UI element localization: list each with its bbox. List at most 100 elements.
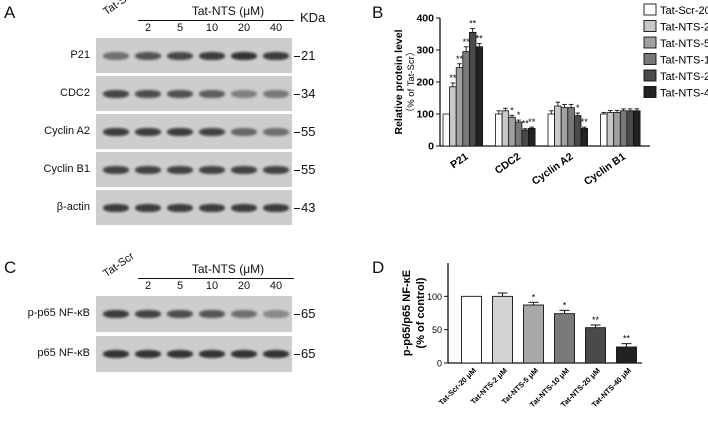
lane-label: 5 (176, 22, 184, 34)
legend-label: Tat-Scr-20 μM (660, 5, 708, 17)
y-tick-label: 100 (427, 292, 442, 302)
bar (567, 107, 575, 147)
significance-mark: ** (469, 19, 477, 29)
legend-swatch (643, 3, 657, 16)
blot-band (263, 127, 289, 136)
blot-band (167, 310, 193, 318)
blot-band (231, 51, 257, 60)
mw-tick (294, 131, 300, 133)
mw-tick (294, 354, 300, 355)
blot-band (199, 165, 225, 174)
blot-band (199, 89, 225, 98)
blot-band (135, 310, 161, 318)
panel-b-letter: B (372, 3, 384, 22)
category-label: P21 (448, 151, 470, 172)
blot-band (103, 51, 129, 60)
blot-band (167, 89, 193, 98)
bar (626, 110, 634, 147)
lane-label: 2 (144, 280, 152, 292)
lane-label: 20 (237, 22, 251, 34)
blot-label: p65 NF-κB (37, 347, 90, 359)
bar (613, 112, 621, 147)
legend-swatch (643, 36, 657, 49)
mw-tick (294, 93, 300, 95)
significance-mark: ** (476, 34, 484, 44)
legend-swatch (643, 86, 657, 98)
mw-label: 55 (301, 161, 316, 177)
blot-band (263, 310, 289, 318)
blot-band (199, 51, 225, 60)
blot-band (167, 127, 193, 136)
blot-image (96, 296, 292, 332)
legend-swatch (643, 53, 657, 65)
bar (492, 295, 513, 364)
significance-mark: * (532, 292, 536, 302)
blot-band (167, 203, 193, 212)
significance-mark: ** (456, 54, 464, 64)
mw-label: 21 (301, 47, 316, 63)
blot-band (167, 165, 193, 174)
blot-label: p-p65 NF-κB (27, 307, 90, 319)
panel-a-scr-label: Tat-Scr (101, 0, 137, 18)
mw-tick (294, 169, 300, 171)
blot-image (96, 114, 292, 149)
blot-band (263, 89, 289, 98)
blot-image (96, 336, 292, 372)
panel-a-letter: A (4, 3, 16, 22)
blot-band (135, 127, 161, 136)
category-label: CDC2 (493, 151, 523, 177)
bar (501, 110, 510, 147)
panel-c-group-line (138, 278, 294, 279)
lane-label: 5 (176, 280, 184, 292)
blot-band (135, 89, 161, 98)
blot-band (263, 165, 289, 174)
mw-label: 65 (301, 306, 316, 321)
blot-band (135, 165, 161, 174)
bar (606, 112, 615, 147)
legend-label: Tat-NTS-40 μM (660, 88, 708, 100)
y-tick-label: 0 (437, 359, 442, 369)
legend-swatch (643, 20, 657, 32)
bar (455, 67, 464, 147)
blot-band (231, 127, 257, 136)
legend-swatch (643, 69, 657, 82)
blot-band (103, 310, 129, 318)
significance-mark: ** (449, 73, 457, 83)
mw-label: 43 (301, 199, 316, 215)
bar (600, 113, 608, 147)
significance-mark: * (510, 105, 514, 115)
y-tick-label: 100 (416, 109, 434, 121)
y-tick-label: 300 (416, 45, 434, 57)
lane-label: 10 (205, 280, 219, 292)
blot-band (231, 89, 257, 98)
y-tick-label: 400 (416, 13, 434, 25)
blot-label: CDC2 (60, 86, 90, 99)
significance-mark: ** (623, 334, 631, 344)
y-tick-label: 200 (416, 77, 434, 89)
blot-band (231, 203, 257, 212)
y-tick-label: 0 (428, 141, 434, 153)
panel-c-group-label: Tat-NTS (μM) (191, 262, 265, 276)
significance-mark: ** (522, 119, 530, 129)
significance-mark: * (576, 103, 580, 113)
mw-label: 34 (301, 85, 316, 101)
category-label: Cyclin A2 (530, 151, 576, 188)
blot-band (231, 165, 257, 174)
blot-band (231, 350, 257, 358)
bar (523, 304, 544, 364)
panel-a-group-label: Tat-NTS (μM) (191, 4, 265, 18)
blot-band (167, 51, 193, 60)
bar (495, 113, 503, 147)
significance-mark: * (517, 110, 521, 120)
blot-band (135, 350, 161, 358)
blot-image (96, 190, 292, 225)
y-tick-label: 50 (432, 325, 442, 335)
panel-b-chart: 0 100 200 300 400 Relative protein level （% of… (393, 3, 708, 188)
bar (633, 110, 641, 147)
blot-band (103, 203, 129, 212)
bar (547, 113, 555, 147)
bar (508, 116, 516, 147)
lane-label: 40 (269, 280, 283, 292)
blot-label: P21 (70, 48, 90, 61)
significance-mark: ** (528, 117, 536, 127)
